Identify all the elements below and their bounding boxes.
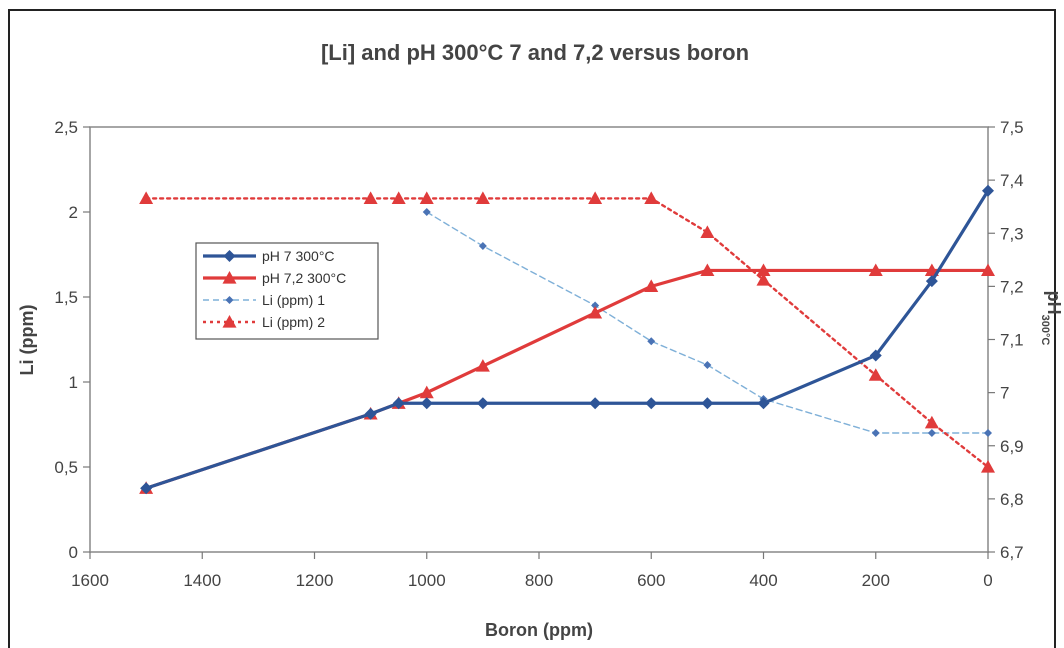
li-ppm-2-point (700, 225, 715, 238)
y-axis-right-title: pH300°C (1039, 291, 1064, 346)
li-ppm-2-point (756, 273, 771, 286)
li-ppm-2-point (868, 368, 883, 381)
li-ppm-2-point (139, 191, 154, 204)
series-line-ph-7-300-c (144, 189, 990, 490)
legend-entry-li-ppm-2: Li (ppm) 2 (203, 314, 325, 330)
legend-entry-ph-7-2-300-c: pH 7,2 300°C (203, 270, 346, 286)
series-line-li-ppm-2 (144, 197, 990, 469)
y-left-tick-label: 2 (69, 203, 78, 222)
legend-entry-li-ppm-1: Li (ppm) 1 (203, 292, 325, 308)
li-ppm-2-point (588, 191, 603, 204)
svg-text:pH300°C: pH300°C (1039, 291, 1064, 346)
li-ppm-1-point (591, 301, 600, 310)
ph-7-2-300-c-point (475, 359, 490, 372)
y-right-tick-label: 7,1 (1000, 331, 1024, 350)
y-left-tick-label: 1 (69, 373, 78, 392)
series-li-ppm-1 (422, 208, 992, 437)
y-left-tick-label: 1,5 (54, 288, 78, 307)
y-right-tick-label: 7,3 (1000, 224, 1024, 243)
li-ppm-1-point (647, 337, 656, 346)
axes: 1600 1400 1200 1000 800 600 400 200 0 0 0,5 1 1,5 2 2,… (54, 118, 1023, 590)
x-tick-label: 600 (637, 571, 665, 590)
y-left-tick-label: 0 (69, 543, 78, 562)
ph-7-300-c-point (364, 407, 377, 420)
li-ppm-2-point (475, 191, 490, 204)
series-layer (139, 184, 995, 495)
chart-title: [Li] and pH 300°C 7 and 7,2 versus boron (321, 40, 749, 65)
legend: pH 7 300°C pH 7,2 300°C Li (ppm) 1 Li (ppm)… (195, 242, 379, 340)
y-right-tick-label: 6,9 (1000, 437, 1024, 456)
y-left-tick-label: 2,5 (54, 118, 78, 137)
ph-7-300-c-point (420, 397, 433, 410)
legend-label: pH 7,2 300°C (262, 270, 346, 286)
ph-7-2-300-c-point (981, 263, 995, 277)
li-ppm-2-point (363, 191, 378, 204)
ph-7-300-c-point (982, 184, 994, 197)
li-ppm-1-point (927, 429, 936, 437)
li-ppm-1-point (984, 429, 992, 437)
x-tick-label: 1200 (296, 571, 334, 590)
legend-label: pH 7 300°C (262, 248, 335, 264)
legend-entry-ph-7-300-c: pH 7 300°C (203, 248, 335, 264)
x-tick-label: 1600 (71, 571, 109, 590)
li-ppm-1-point (871, 429, 880, 437)
y-right-tick-label: 7 (1000, 384, 1009, 403)
li-ppm-1-point (703, 361, 712, 369)
ph-7-300-c-point (589, 397, 602, 410)
ph-7-300-c-point (392, 397, 405, 410)
y-axis-right-title-main: pH (1044, 291, 1064, 315)
li-ppm-2-point (924, 415, 939, 429)
ph-7-300-c-point (476, 397, 489, 410)
legend-ph-7-2-300-c-point (222, 271, 237, 284)
x-tick-label: 200 (862, 571, 890, 590)
li-ppm-2-point (391, 191, 406, 204)
ph-7-2-300-c-point (644, 279, 659, 292)
y-axis-left-title: Li (ppm) (17, 305, 37, 376)
legend-li-ppm-1-point (225, 296, 234, 304)
ph-7-300-c-point (925, 275, 938, 288)
legend-ph-7-300-c-point (223, 250, 236, 262)
x-tick-label: 1400 (183, 571, 221, 590)
x-tick-label: 0 (983, 571, 992, 590)
y-axis-right-title-sub: 300°C (1039, 315, 1051, 346)
series-ph-7-300-c (140, 184, 994, 495)
ph-7-300-c-point (869, 349, 882, 362)
li-ppm-1-point (478, 242, 487, 250)
x-tick-label: 400 (749, 571, 777, 590)
ph-7-2-300-c-point (868, 263, 883, 277)
ph-7-2-300-c-point (756, 263, 771, 277)
li-ppm-2-point (419, 191, 434, 204)
li-ppm-2-point (981, 460, 995, 473)
y-right-tick-label: 7,4 (1000, 171, 1024, 190)
ph-7-2-300-c-point (700, 263, 715, 277)
legend-li-ppm-2-point (222, 315, 237, 328)
x-axis-title: Boron (ppm) (485, 620, 593, 640)
ph-7-300-c-point (140, 482, 153, 495)
ph-7-300-c-point (757, 397, 770, 410)
y-right-tick-label: 7,2 (1000, 277, 1024, 296)
ph-7-2-300-c-point (419, 385, 434, 399)
series-li-ppm-2 (139, 191, 995, 473)
x-tick-label: 1000 (408, 571, 446, 590)
legend-label: Li (ppm) 1 (262, 292, 325, 308)
li-ppm-2-point (644, 191, 659, 204)
x-tick-label: 800 (525, 571, 553, 590)
y-right-tick-label: 6,8 (1000, 490, 1024, 509)
li-ppm-1-point (422, 208, 431, 216)
y-right-tick-label: 7,5 (1000, 118, 1024, 137)
y-right-tick-label: 6,7 (1000, 543, 1024, 562)
ph-7-2-300-c-point (588, 305, 603, 319)
y-left-tick-label: 0,5 (54, 458, 78, 477)
ph-7-300-c-point (701, 397, 714, 410)
legend-label: Li (ppm) 2 (262, 314, 325, 330)
ph-7-300-c-point (645, 397, 658, 410)
